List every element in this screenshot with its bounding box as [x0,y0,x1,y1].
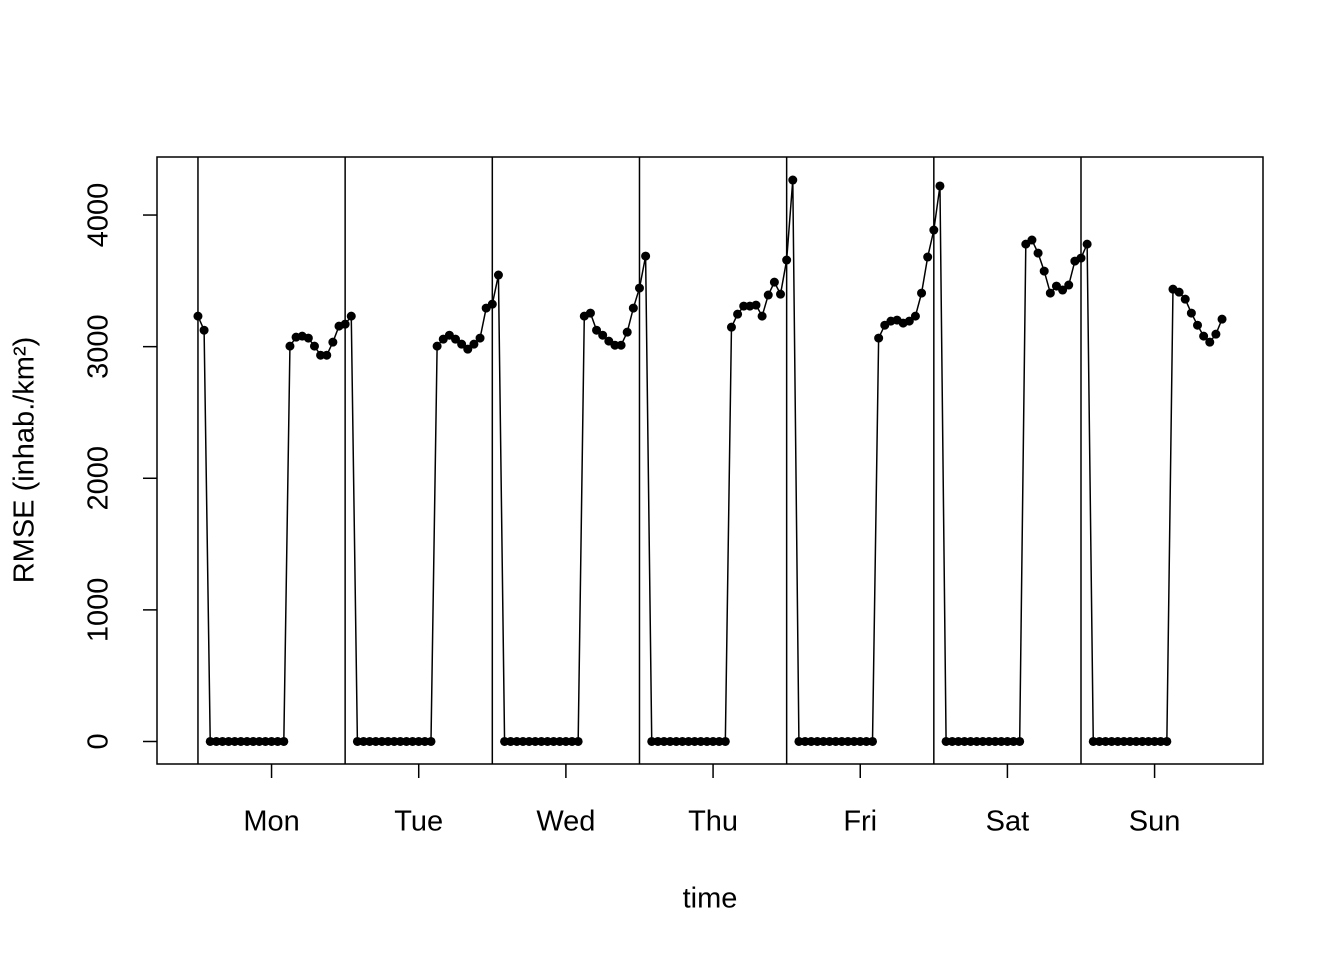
data-point [1076,253,1086,263]
data-point [929,225,939,235]
data-point [1217,314,1227,324]
data-line [197,179,1223,743]
data-point [763,290,773,300]
data-point [782,255,792,265]
y-tick-label: 2000 [83,446,115,511]
data-point [769,277,779,287]
data-point [1162,736,1172,746]
data-point [1015,736,1025,746]
x-tick-label: Fri [843,806,877,838]
data-point [279,736,289,746]
data-point [1211,329,1221,339]
data-point [1058,285,1068,295]
data-point [751,300,761,310]
data-point [451,334,461,344]
data-point [788,175,798,185]
y-tick-label: 0 [83,733,115,749]
data-point [923,252,933,262]
y-tick-label: 4000 [83,183,115,248]
y-tick-label: 1000 [83,578,115,643]
data-point [1205,337,1215,347]
data-point [628,303,638,313]
data-point [616,340,626,350]
data-point [193,311,203,321]
data-point [1193,320,1203,330]
data-point [1064,280,1074,290]
y-axis-label: RMSE (inhab./km²) [9,337,41,584]
x-axis-label: time [683,883,738,915]
data-point [720,736,730,746]
data-point [493,270,503,280]
data-point [340,319,350,329]
data-point [904,316,914,326]
data-point [457,339,467,349]
data-point [475,333,485,343]
data-point [1045,288,1055,298]
data-point [935,181,945,191]
data-point [1174,287,1184,297]
data-point [641,251,651,261]
data-point [309,341,319,351]
data-point [1082,239,1092,249]
x-tick-label: Thu [688,806,738,838]
data-point [199,325,209,335]
x-tick-label: Sat [986,806,1030,838]
data-point [1180,294,1190,304]
data-point [1033,248,1043,258]
data-point [303,333,313,343]
data-point [1199,331,1209,341]
data-point [726,322,736,332]
data-point [910,311,920,321]
data-point [322,350,332,360]
data-point [1039,266,1049,276]
data-point [285,341,295,351]
x-tick-label: Mon [243,806,299,838]
plot-box [156,156,1264,765]
data-point [874,333,884,343]
data-point [346,311,356,321]
data-point [426,736,436,746]
data-point [622,327,632,337]
data-point [592,325,602,335]
data-point [432,341,442,351]
data-point [463,344,473,354]
data-point [917,288,927,298]
x-tick-label: Tue [394,806,443,838]
data-point [776,289,786,299]
data-point [328,337,338,347]
x-tick-label: Wed [536,806,595,838]
data-point [585,308,595,318]
data-point [1027,235,1037,245]
data-point [487,299,497,309]
data-point [598,330,608,340]
x-tick-label: Sun [1129,806,1181,838]
data-point [757,311,767,321]
data-point [469,339,479,349]
y-tick-label: 3000 [83,314,115,379]
data-point [733,309,743,319]
data-point [573,736,583,746]
data-point [1186,308,1196,318]
data-point [634,283,644,293]
data-point [868,736,878,746]
